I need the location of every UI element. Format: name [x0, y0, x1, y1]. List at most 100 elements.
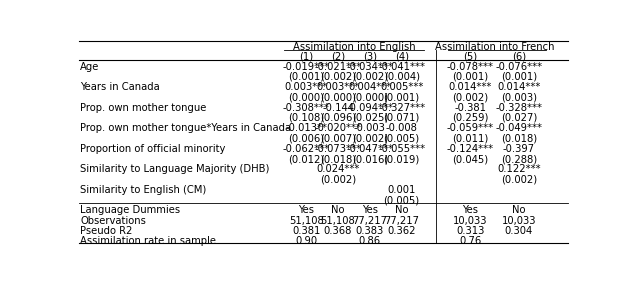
Text: -0.008: -0.008: [386, 123, 418, 133]
Text: (0.259): (0.259): [452, 113, 488, 123]
Text: -0.062***: -0.062***: [283, 144, 330, 154]
Text: -0.019***: -0.019***: [283, 62, 330, 72]
Text: 0.001: 0.001: [387, 185, 416, 195]
Text: Observations: Observations: [80, 216, 146, 226]
Text: 0.313: 0.313: [456, 226, 484, 236]
Text: (0.288): (0.288): [501, 154, 537, 164]
Text: Prop. own mother tongue: Prop. own mother tongue: [80, 103, 207, 113]
Text: (2): (2): [331, 51, 345, 61]
Text: Assimilation into French: Assimilation into French: [435, 42, 554, 52]
Text: -0.144: -0.144: [322, 103, 354, 113]
Text: -0.397: -0.397: [503, 144, 535, 154]
Text: 0.86: 0.86: [359, 236, 381, 246]
Text: (0.000): (0.000): [320, 92, 356, 102]
Text: (0.003): (0.003): [501, 92, 537, 102]
Text: -0.059***: -0.059***: [447, 123, 493, 133]
Text: Prop. own mother tongue*Years in Canada: Prop. own mother tongue*Years in Canada: [80, 123, 292, 133]
Text: (0.002): (0.002): [452, 92, 488, 102]
Text: -0.073***: -0.073***: [315, 144, 362, 154]
Text: Yes: Yes: [462, 205, 478, 215]
Text: 0.014***: 0.014***: [449, 82, 492, 92]
Text: 0.024***: 0.024***: [316, 164, 360, 174]
Text: -0.308***: -0.308***: [283, 103, 330, 113]
Text: (6): (6): [512, 51, 526, 61]
Text: (0.108): (0.108): [288, 113, 324, 123]
Text: (0.018): (0.018): [320, 154, 356, 164]
Text: -0.055***: -0.055***: [378, 144, 425, 154]
Text: Proportion of official minority: Proportion of official minority: [80, 144, 226, 154]
Text: Age: Age: [80, 62, 100, 72]
Text: (3): (3): [363, 51, 377, 61]
Text: (0.001): (0.001): [384, 92, 420, 102]
Text: -0.041***: -0.041***: [378, 62, 425, 72]
Text: 0.005***: 0.005***: [380, 82, 423, 92]
Text: -0.020***: -0.020***: [315, 123, 362, 133]
Text: (0.004): (0.004): [384, 72, 420, 82]
Text: (0.025): (0.025): [351, 113, 388, 123]
Text: 10,033: 10,033: [502, 216, 536, 226]
Text: (0.027): (0.027): [501, 113, 537, 123]
Text: (0.018): (0.018): [501, 134, 537, 144]
Text: No: No: [331, 205, 345, 215]
Text: 0.76: 0.76: [459, 236, 481, 246]
Text: (0.012): (0.012): [288, 154, 324, 164]
Text: (0.002): (0.002): [351, 72, 388, 82]
Text: Yes: Yes: [362, 205, 378, 215]
Text: Similarity to Language Majority (DHB): Similarity to Language Majority (DHB): [80, 164, 269, 174]
Text: No: No: [395, 205, 408, 215]
Text: 0.381: 0.381: [292, 226, 321, 236]
Text: (0.005): (0.005): [384, 134, 420, 144]
Text: (0.001): (0.001): [501, 72, 537, 82]
Text: (0.005): (0.005): [384, 195, 420, 205]
Text: -0.078***: -0.078***: [447, 62, 493, 72]
Text: (0.002): (0.002): [320, 72, 356, 82]
Text: -0.381: -0.381: [454, 103, 486, 113]
Text: -0.013**: -0.013**: [285, 123, 327, 133]
Text: (0.007): (0.007): [320, 134, 356, 144]
Text: (0.000): (0.000): [352, 92, 388, 102]
Text: 0.003***: 0.003***: [316, 82, 360, 92]
Text: 0.304: 0.304: [505, 226, 533, 236]
Text: 0.122***: 0.122***: [497, 164, 541, 174]
Text: 51,108: 51,108: [289, 216, 324, 226]
Text: -0.049***: -0.049***: [495, 123, 543, 133]
Text: (0.002): (0.002): [351, 134, 388, 144]
Text: Similarity to English (CM): Similarity to English (CM): [80, 185, 206, 195]
Text: (5): (5): [463, 51, 477, 61]
Text: -0.076***: -0.076***: [495, 62, 543, 72]
Text: (0.001): (0.001): [452, 72, 488, 82]
Text: Language Dummies: Language Dummies: [80, 205, 180, 215]
Text: 0.90: 0.90: [295, 236, 317, 246]
Text: 0.362: 0.362: [387, 226, 416, 236]
Text: (0.071): (0.071): [384, 113, 420, 123]
Text: Assimilation into English: Assimilation into English: [293, 42, 415, 52]
Text: 77,217: 77,217: [384, 216, 419, 226]
Text: -0.003: -0.003: [354, 123, 386, 133]
Text: -0.124***: -0.124***: [447, 144, 493, 154]
Text: (0.011): (0.011): [452, 134, 488, 144]
Text: -0.328***: -0.328***: [495, 103, 543, 113]
Text: -0.327***: -0.327***: [378, 103, 425, 113]
Text: Assimilation rate in sample: Assimilation rate in sample: [80, 236, 216, 246]
Text: (0.045): (0.045): [452, 154, 488, 164]
Text: -0.094***: -0.094***: [346, 103, 393, 113]
Text: Pseudo R2: Pseudo R2: [80, 226, 133, 236]
Text: Years in Canada: Years in Canada: [80, 82, 160, 92]
Text: (4): (4): [394, 51, 409, 61]
Text: 77,217: 77,217: [352, 216, 387, 226]
Text: (1): (1): [299, 51, 314, 61]
Text: (0.016): (0.016): [351, 154, 388, 164]
Text: 51,108: 51,108: [321, 216, 355, 226]
Text: -0.021***: -0.021***: [314, 62, 362, 72]
Text: (0.002): (0.002): [320, 175, 356, 185]
Text: 0.383: 0.383: [356, 226, 384, 236]
Text: 10,033: 10,033: [453, 216, 487, 226]
Text: (0.019): (0.019): [384, 154, 420, 164]
Text: 0.368: 0.368: [324, 226, 352, 236]
Text: No: No: [512, 205, 526, 215]
Text: (0.096): (0.096): [320, 113, 356, 123]
Text: (0.006): (0.006): [288, 134, 324, 144]
Text: (0.001): (0.001): [288, 72, 324, 82]
Text: (0.002): (0.002): [501, 175, 537, 185]
Text: -0.047***: -0.047***: [346, 144, 393, 154]
